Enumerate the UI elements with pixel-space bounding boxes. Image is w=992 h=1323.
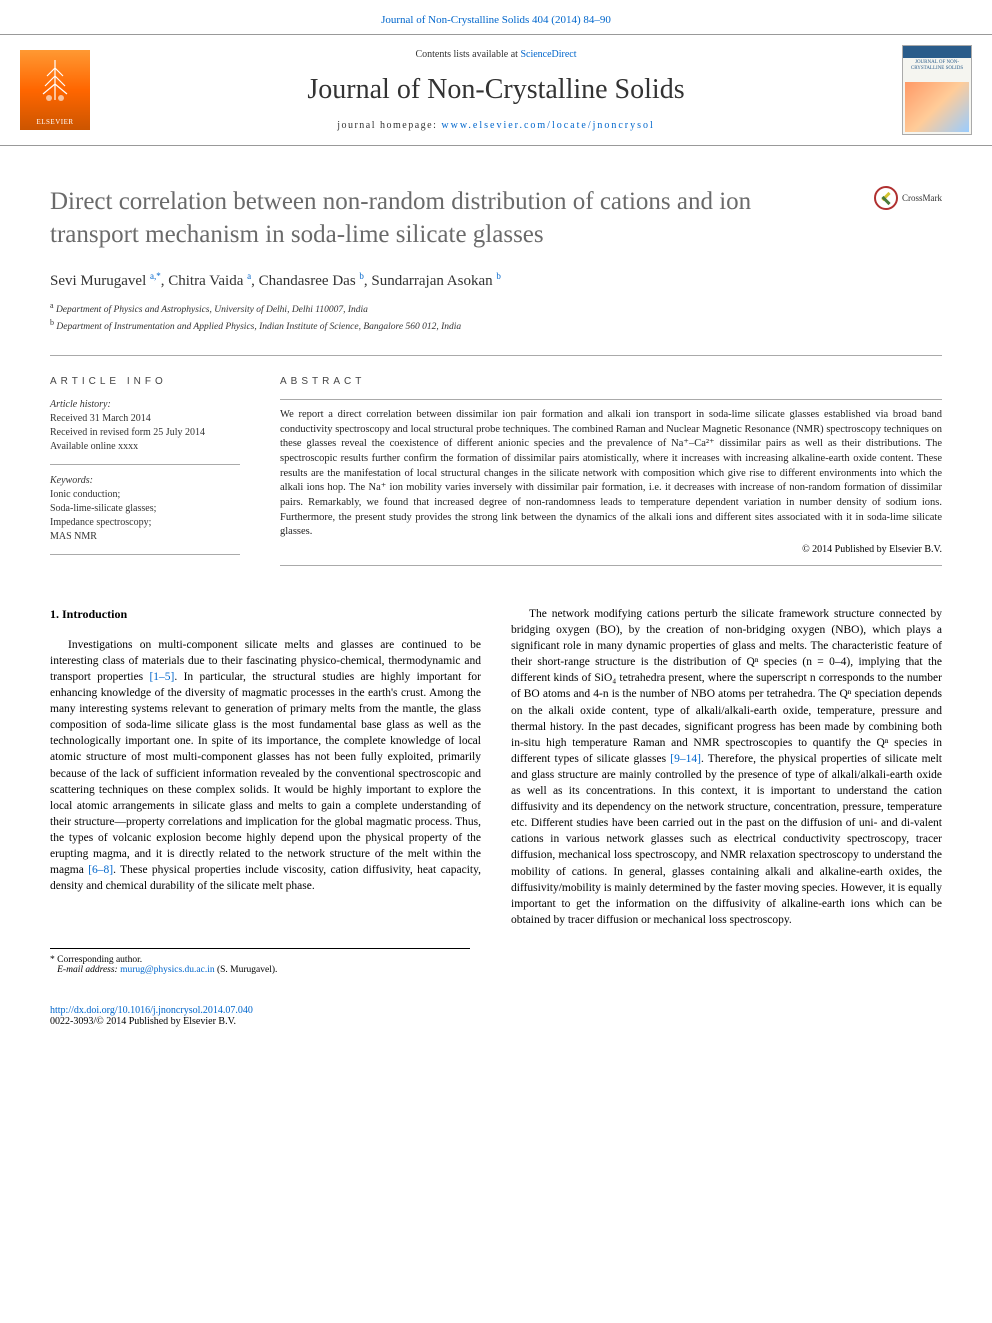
- email-link[interactable]: murug@physics.du.ac.in: [120, 965, 215, 975]
- abstract-column: ABSTRACT We report a direct correlation …: [260, 376, 942, 566]
- author-1: Chitra Vaida a: [168, 273, 251, 289]
- contents-line: Contents lists available at ScienceDirec…: [110, 49, 882, 60]
- author-2: Chandasree Das b: [259, 273, 364, 289]
- history-line-1: Received in revised form 25 July 2014: [50, 426, 240, 440]
- affiliation-a: a Department of Physics and Astrophysics…: [50, 300, 942, 317]
- citation-text[interactable]: Journal of Non-Crystalline Solids 404 (2…: [381, 14, 611, 26]
- keyword-3: MAS NMR: [50, 530, 240, 544]
- history-line-0: Received 31 March 2014: [50, 412, 240, 426]
- article-title: Direct correlation between non-random di…: [50, 186, 942, 251]
- body-columns: 1. Introduction Investigations on multi-…: [50, 606, 942, 928]
- citation-bar: Journal of Non-Crystalline Solids 404 (2…: [0, 0, 992, 34]
- corr-email-line: E-mail address: murug@physics.du.ac.in (…: [50, 965, 470, 975]
- corresponding-author-footnote: * Corresponding author. E-mail address: …: [50, 948, 470, 975]
- crossmark-label: CrossMark: [902, 193, 942, 203]
- keyword-1: Soda-lime-silicate glasses;: [50, 502, 240, 516]
- abstract-text: We report a direct correlation between d…: [280, 408, 942, 540]
- abstract-copyright: © 2014 Published by Elsevier B.V.: [280, 544, 942, 555]
- doi-link[interactable]: http://dx.doi.org/10.1016/j.jnoncrysol.2…: [50, 1005, 942, 1016]
- keywords-label: Keywords:: [50, 475, 240, 486]
- elsevier-label: ELSEVIER: [36, 118, 73, 130]
- corr-label: * Corresponding author.: [50, 955, 470, 965]
- elsevier-tree-icon: [35, 58, 75, 103]
- column-right: The network modifying cations perturb th…: [511, 606, 942, 928]
- column-left: 1. Introduction Investigations on multi-…: [50, 606, 481, 928]
- cover-thumb-art: [905, 82, 969, 132]
- affiliation-b: b Department of Instrumentation and Appl…: [50, 317, 942, 334]
- intro-para-2: The network modifying cations perturb th…: [511, 606, 942, 928]
- homepage-line: journal homepage: www.elsevier.com/locat…: [110, 120, 882, 131]
- article-info-column: ARTICLE INFO Article history: Received 3…: [50, 376, 260, 566]
- sciencedirect-link[interactable]: ScienceDirect: [520, 49, 576, 60]
- authors-line: Sevi Murugavel a,*, Chitra Vaida a, Chan…: [50, 271, 942, 290]
- journal-cover-thumb[interactable]: JOURNAL OF NON-CRYSTALLINE SOLIDS: [902, 45, 972, 135]
- journal-header: ELSEVIER Contents lists available at Sci…: [0, 34, 992, 146]
- meta-abstract-row: ARTICLE INFO Article history: Received 3…: [50, 355, 942, 566]
- keyword-2: Impedance spectroscopy;: [50, 516, 240, 530]
- homepage-link[interactable]: www.elsevier.com/locate/jnoncrysol: [441, 120, 654, 131]
- journal-name: Journal of Non-Crystalline Solids: [110, 74, 882, 106]
- cover-thumb-title: JOURNAL OF NON-CRYSTALLINE SOLIDS: [903, 58, 971, 73]
- cite-6-8[interactable]: [6–8]: [88, 864, 113, 876]
- crossmark-badge[interactable]: CrossMark: [874, 186, 942, 210]
- intro-heading: 1. Introduction: [50, 606, 481, 623]
- intro-para-1: Investigations on multi-component silica…: [50, 637, 481, 895]
- history-section: Article history: Received 31 March 2014 …: [50, 399, 240, 465]
- article-info-heading: ARTICLE INFO: [50, 376, 240, 387]
- elsevier-logo[interactable]: ELSEVIER: [20, 50, 90, 130]
- article-header: CrossMark Direct correlation between non…: [0, 146, 992, 355]
- doi-block: http://dx.doi.org/10.1016/j.jnoncrysol.2…: [50, 1005, 942, 1027]
- history-line-2: Available online xxxx: [50, 440, 240, 454]
- keywords-section: Keywords: Ionic conduction; Soda-lime-si…: [50, 475, 240, 555]
- issn-line: 0022-3093/© 2014 Published by Elsevier B…: [50, 1016, 942, 1027]
- author-3: Sundarrajan Asokan b: [371, 273, 500, 289]
- history-label: Article history:: [50, 399, 240, 410]
- cover-thumb-bar: [903, 46, 971, 58]
- cite-1-5[interactable]: [1–5]: [149, 671, 174, 683]
- keyword-0: Ionic conduction;: [50, 488, 240, 502]
- header-center: Contents lists available at ScienceDirec…: [110, 49, 882, 131]
- abstract-heading: ABSTRACT: [280, 376, 942, 387]
- affiliations: a Department of Physics and Astrophysics…: [50, 300, 942, 335]
- crossmark-icon: [874, 186, 898, 210]
- cite-9-14[interactable]: [9–14]: [670, 753, 701, 765]
- author-0: Sevi Murugavel a,*: [50, 273, 161, 289]
